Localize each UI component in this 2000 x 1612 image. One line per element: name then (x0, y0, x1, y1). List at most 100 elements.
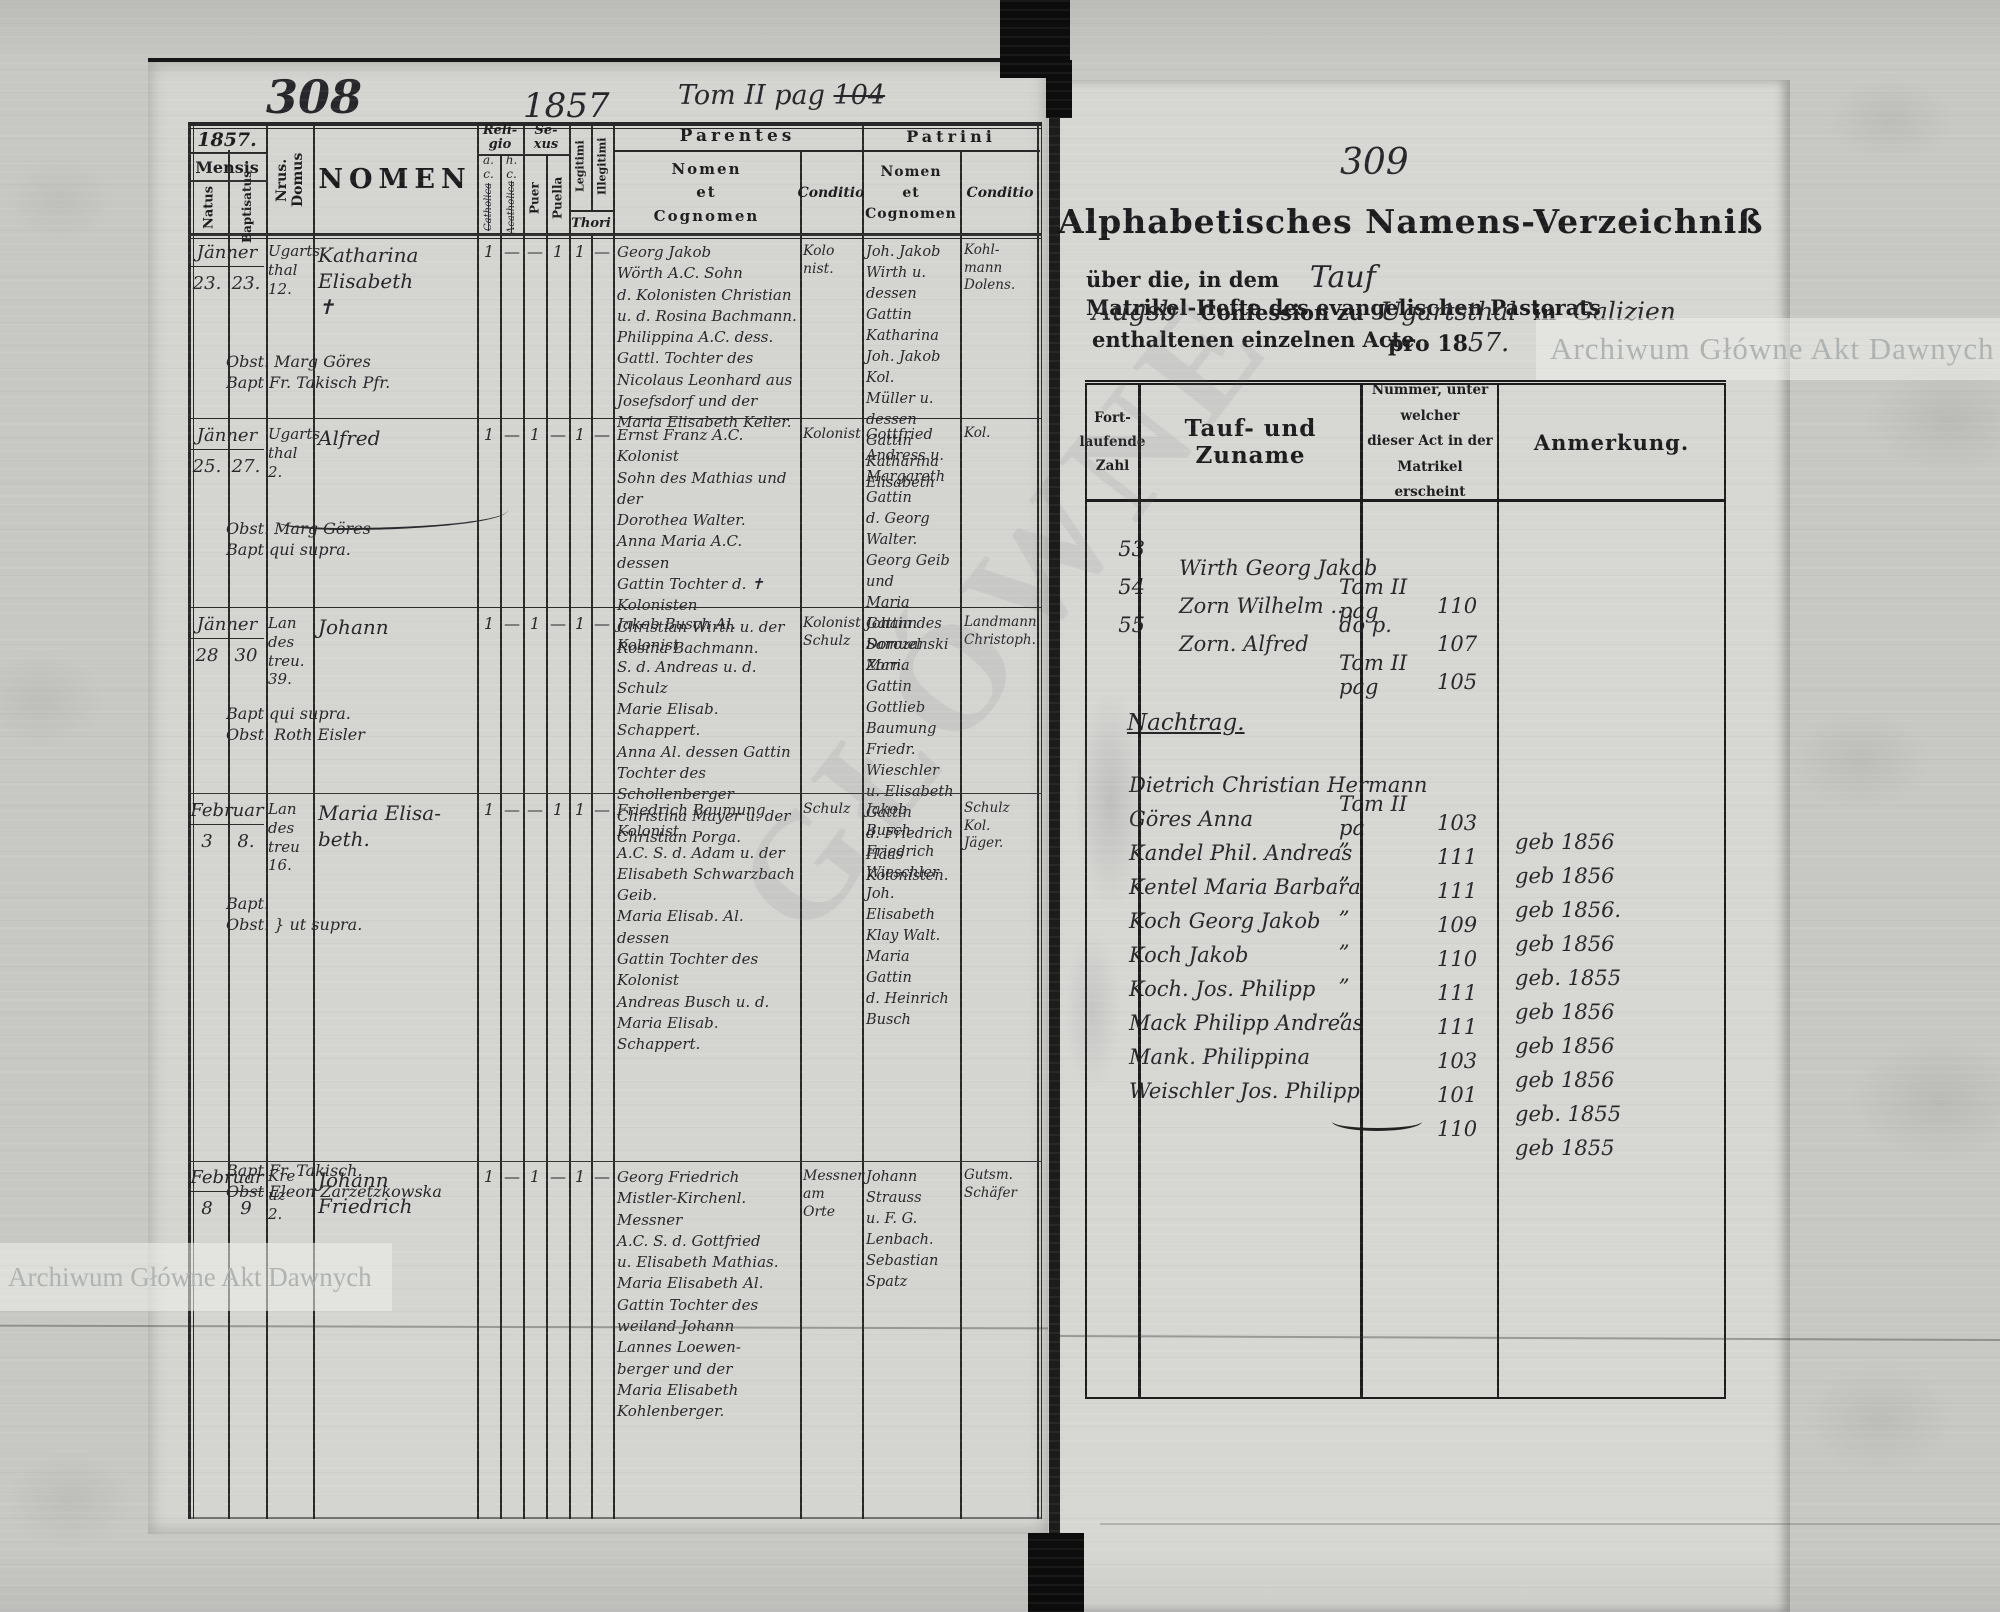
index-row: Kentel Maria Barbara „ 109 geb 1856 (1087, 856, 1724, 956)
nachtrag-heading-row: Nachtrag. (1087, 710, 1724, 754)
baptisatus-day: 23. (231, 273, 261, 294)
mark-puer: 1 (529, 425, 541, 444)
index-row: 54 Zorn Wilhelm .. do p. 107 (1087, 556, 1724, 656)
parentes-underline (613, 150, 862, 152)
grid-line (613, 122, 615, 1519)
matrikel-ref-number: 107 (1437, 632, 1478, 656)
pro-year-label: pro 18 (1388, 331, 1468, 357)
index-row: 55 Zorn. Alfred Tom II pag 105 (1087, 594, 1724, 699)
remark: geb 1856 (1515, 1000, 1615, 1024)
index-name: Kandel Phil. Andreas (1129, 841, 1353, 865)
month: Jänner (190, 241, 264, 268)
mensis-underline (188, 180, 266, 182)
parents-conditio: Kolonist Schulz (803, 615, 861, 650)
tom-note-number: 104 (833, 80, 886, 111)
mark-religio-hc: — (504, 614, 520, 633)
col-header-nummer: Nummer, unter welcher dieser Act in der … (1367, 381, 1493, 501)
grid-line (228, 150, 230, 1519)
index-subtitle-line4: pro 1857. (1388, 328, 1509, 358)
mark-religio-hc: — (504, 1167, 520, 1186)
mark-puella: — (550, 1167, 566, 1186)
watermark-strip-bottom-left: Archiwum Główne Akt Dawnych (0, 1243, 392, 1311)
index-subtitle-line2: über die, in dem Tauf Matrikel-Hefte des… (1086, 260, 1766, 320)
month: Jänner (190, 424, 264, 451)
col-header-patrini-conditio: Conditio (966, 185, 1034, 201)
thori-topline (569, 210, 613, 212)
grid-line (546, 154, 548, 1519)
mark-religio-ac: 1 (483, 425, 495, 444)
table-bottom-line (188, 1517, 1041, 1519)
mark-religio-hc: — (504, 242, 520, 261)
col-header-natus: Natus (201, 185, 217, 229)
crease-line-bottom (1100, 1523, 2000, 1525)
remark: geb. 1855 (1515, 966, 1622, 990)
month: Jänner (190, 613, 264, 640)
grid-line (1138, 385, 1141, 1397)
year-heading: 1857 (523, 86, 610, 126)
godparents-entry: Johann Dorozanski Maria Gattin Gottlieb … (866, 616, 954, 885)
matrikel-ref-number: 111 (1437, 845, 1478, 869)
mark-illegitimi: — (594, 614, 610, 633)
natus-day: 25. (192, 456, 222, 477)
register-row: Jänner 23. 23. Ugarts thal 12. Katharina… (188, 236, 1041, 491)
parents-conditio: Kolonist (803, 426, 861, 442)
natus-day: 8 (201, 1198, 213, 1219)
mark-puer: 1 (529, 614, 541, 633)
remark: geb 1856. (1515, 898, 1622, 922)
index-table-body: 53 Wirth Georg Jakob Tom II pag 110 54 Z… (1087, 504, 1724, 1397)
godparents-entry: Joh. Jakob Wirth u. dessen Gattin Kathar… (866, 244, 941, 492)
mark-religio-ac: 1 (483, 1167, 495, 1186)
col-header-sexus: Se- xus (533, 123, 559, 152)
grid-line (266, 122, 268, 1519)
col-header-parentes-nomen: Nomen et Cognomen (653, 160, 760, 225)
matrikel-ref-label: „ (1339, 860, 1350, 884)
subtitle-pre: über die, in dem (1086, 267, 1280, 292)
header-bottom-line (188, 233, 1041, 236)
table-border-top (188, 122, 1041, 126)
index-name: Mank. Philippina (1129, 1045, 1311, 1069)
grid-line (591, 122, 593, 210)
index-name: Mack Philipp Andreas (1129, 1011, 1364, 1035)
pro-year-fill: 57. (1467, 328, 1510, 358)
godparents-conditio: Kohl- mann Dolens. (964, 242, 1016, 294)
grid-line (477, 122, 479, 1519)
col-header-nrus-domus: Nrus. Domus (274, 152, 306, 208)
patrini-underline (862, 150, 1040, 152)
archive-watermark-text: Archiwum Główne Akt Dawnych (8, 1261, 372, 1292)
index-name: Göres Anna (1129, 807, 1254, 831)
col-header-patrini-nomen: Nomen et Cognomen (865, 163, 957, 222)
tom-note: Tom II pag 104 (678, 80, 885, 111)
godparents-entry: Gottfried Andress u. Margareth Gattin d.… (866, 427, 950, 675)
mark-puer: — (527, 800, 543, 819)
grid-line (569, 122, 571, 1519)
table-border-top2 (188, 128, 1041, 129)
matrikel-ref-label: „ (1339, 826, 1350, 850)
index-row: Weischler Jos. Philipp 110 geb 1855 (1087, 1060, 1724, 1160)
index-name: Kentel Maria Barbara (1129, 875, 1361, 899)
month: Februar (190, 799, 264, 826)
matrikel-ref-number: 103 (1437, 1049, 1478, 1073)
baptisatus-day: 8. (237, 831, 255, 852)
matrikel-ref-label: „ (1339, 996, 1350, 1020)
name-index-table: Fort- laufende Zahl Tauf- und Zuname Num… (1080, 381, 1726, 1399)
matrikel-ref-number: 111 (1437, 879, 1478, 903)
page-gutter-shadow (1049, 70, 1060, 1538)
mark-illegitimi: — (594, 242, 610, 261)
corner-underline (188, 152, 266, 154)
mark-legitimi: 1 (574, 800, 586, 819)
col-header-thori: Thori (571, 215, 611, 231)
index-subtitle-line3: Augsb Confession zu Ugartsthal in Galizi… (1092, 296, 1782, 352)
grid-line (313, 122, 315, 1519)
grid-line (1497, 385, 1499, 1397)
col-header-nomen: NOMEN (318, 163, 472, 195)
grid-line (800, 150, 802, 1519)
parents-entry: Friedrich Baumung Kolonist A.C. S. d. Ad… (617, 801, 795, 1054)
parents-entry: Georg Friedrich Mistler-Kirchenl. Messne… (617, 1168, 779, 1421)
index-name: Wirth Georg Jakob (1179, 556, 1378, 580)
index-main-rows: 53 Wirth Georg Jakob Tom II pag 110 54 Z… (1087, 518, 1724, 699)
subtitle-fill-confession: Augsb (1092, 296, 1178, 327)
index-title: Alphabetisches Namens-Verzeichniß (1058, 202, 1764, 241)
col-header-anmerkung: Anmerkung. (1533, 429, 1690, 455)
child-name: Alfred (318, 426, 381, 450)
mark-legitimi: 1 (574, 614, 586, 633)
